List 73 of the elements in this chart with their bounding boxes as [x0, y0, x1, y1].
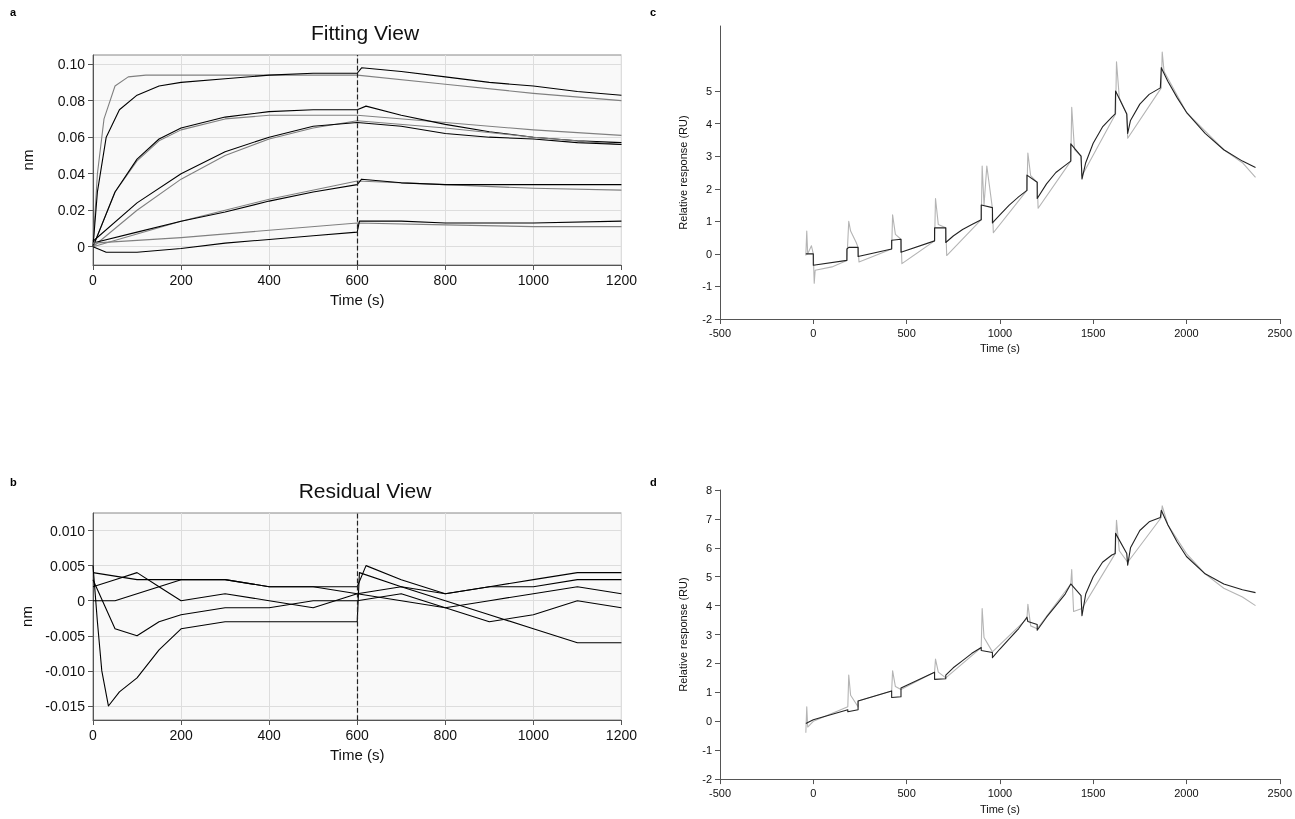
x-tick-label: 1500 — [1080, 326, 1106, 339]
chart-title: Fitting View — [310, 21, 420, 44]
y-tick-label: 4 — [705, 599, 712, 612]
text: a — [10, 5, 17, 18]
y-tick-label: 0.06 — [57, 129, 86, 146]
y-tick-label: 4 — [705, 117, 712, 130]
y-tick-label: 7 — [705, 512, 712, 525]
y-tick-label: -1 — [702, 280, 712, 293]
y-tick-label: 1 — [705, 686, 712, 699]
y-tick-label: -0.010 — [45, 662, 86, 679]
x-tick-label: 1500 — [1080, 786, 1106, 799]
x-tick-label: 0 — [89, 727, 98, 743]
y-tick-label: -2 — [702, 773, 712, 786]
y-tick-label: 5 — [705, 570, 712, 583]
y-tick-label: 0 — [705, 247, 712, 260]
y-axis-title: nm — [18, 606, 36, 627]
x-axis-title: Time (s) — [979, 342, 1020, 355]
x-tick-label: 1000 — [987, 326, 1013, 339]
x-tick-label: 1200 — [605, 727, 638, 743]
x-tick-label: 400 — [257, 727, 282, 743]
y-axis-title: nm — [19, 149, 36, 171]
x-axis-title: Time (s) — [979, 802, 1020, 815]
y-tick-label: 0 — [77, 592, 86, 609]
x-tick-label: 2500 — [1267, 326, 1293, 339]
x-tick-label: 600 — [345, 727, 370, 743]
x-tick-label: 0 — [89, 272, 98, 288]
y-tick-label: 2 — [705, 657, 712, 670]
y-tick-label: 0.10 — [57, 56, 86, 73]
y-tick-label: 0.04 — [57, 165, 86, 182]
y-tick-label: 3 — [705, 628, 712, 641]
x-axis-title: Time (s) — [330, 745, 385, 763]
x-tick-label: 1200 — [605, 272, 638, 288]
x-tick-label: -500 — [708, 786, 732, 799]
y-tick-label: 6 — [705, 541, 712, 554]
y-tick-label: 5 — [705, 85, 712, 98]
x-tick-label: 0 — [810, 326, 817, 339]
chart-title: Residual View — [298, 479, 433, 502]
x-tick-label: 1000 — [517, 272, 550, 288]
y-tick-label: 3 — [705, 150, 712, 163]
x-tick-label: 2500 — [1267, 786, 1293, 799]
y-tick-label: 2 — [705, 182, 712, 195]
x-tick-label: 200 — [169, 727, 193, 743]
x-tick-label: 400 — [257, 272, 282, 288]
x-tick-label: 2000 — [1174, 326, 1199, 339]
y-tick-label: 8 — [705, 484, 712, 496]
y-tick-label: -1 — [702, 744, 712, 757]
y-axis-title: Relative response (RU) — [676, 577, 689, 692]
y-tick-label: -0.005 — [45, 627, 86, 644]
y-tick-label: -0.015 — [45, 697, 86, 714]
x-tick-label: 200 — [169, 272, 193, 288]
y-tick-label: 0 — [705, 715, 712, 728]
x-tick-label: 0 — [810, 786, 817, 799]
text: b — [10, 475, 17, 488]
text: d — [650, 475, 657, 488]
text: c — [650, 5, 657, 18]
x-tick-label: 500 — [897, 786, 916, 799]
y-axis-title: Relative response (RU) — [676, 115, 689, 230]
x-tick-label: 2000 — [1174, 786, 1199, 799]
x-axis-title: Time (s) — [330, 290, 385, 308]
y-tick-label: 0.08 — [57, 92, 86, 109]
x-tick-label: 600 — [345, 272, 370, 288]
x-tick-label: -500 — [708, 326, 732, 339]
y-tick-label: 0.010 — [49, 522, 86, 539]
y-tick-label: 1 — [705, 215, 712, 228]
x-tick-label: 500 — [897, 326, 916, 339]
x-tick-label: 800 — [433, 727, 458, 743]
x-tick-label: 800 — [433, 272, 458, 288]
x-tick-label: 1000 — [517, 727, 550, 743]
y-tick-label: 0.02 — [57, 202, 86, 219]
y-tick-label: -2 — [702, 313, 712, 325]
y-tick-label: 0.005 — [49, 557, 86, 574]
y-tick-label: 0 — [77, 238, 86, 255]
x-tick-label: 1000 — [987, 786, 1013, 799]
